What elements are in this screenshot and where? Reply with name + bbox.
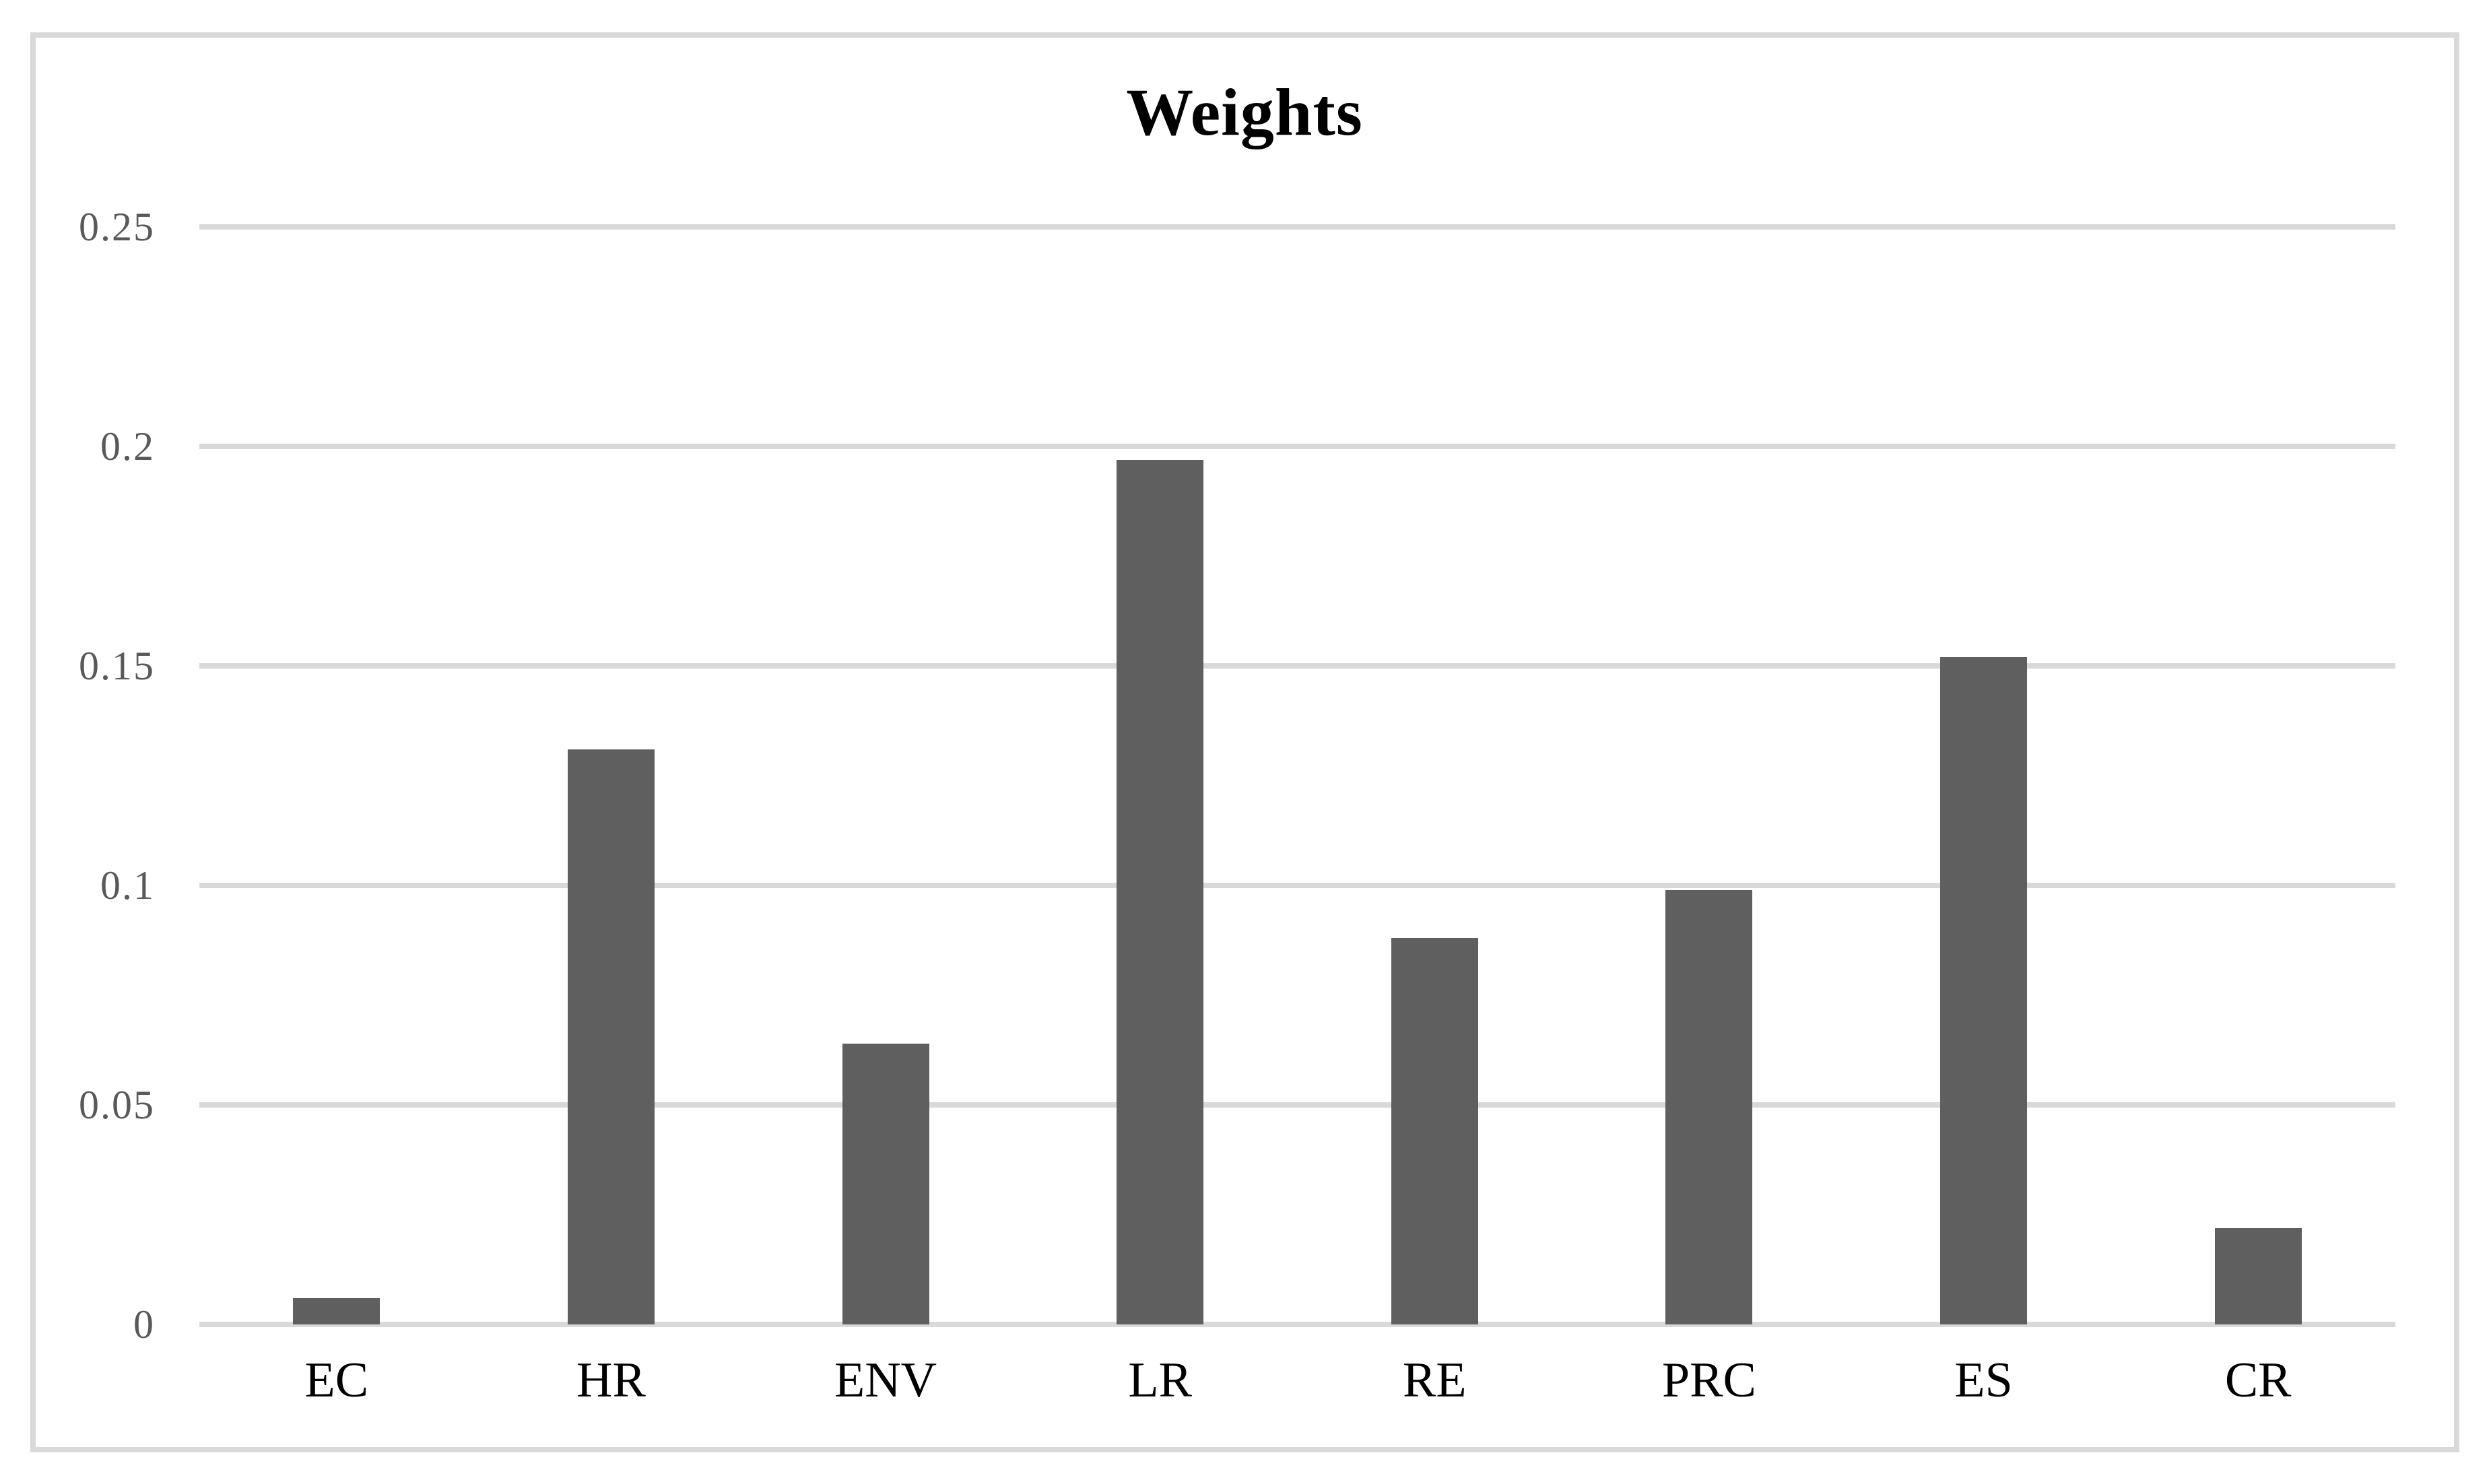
bar-lr — [1117, 459, 1204, 1324]
bar-ec — [293, 1297, 380, 1324]
gridline — [199, 663, 2395, 669]
y-axis-tick-label: 0.05 — [79, 1083, 155, 1127]
bar-prc — [1665, 889, 1753, 1324]
y-axis-tick-label: 0 — [133, 1302, 155, 1347]
x-axis-category-label: CR — [2224, 1353, 2292, 1408]
bar-es — [1940, 656, 2028, 1324]
y-axis-tick-label: 0.1 — [100, 863, 155, 908]
x-axis-category-label: PRC — [1662, 1353, 1756, 1408]
bar-cr — [2214, 1227, 2302, 1324]
y-axis-tick-label: 0.15 — [79, 644, 155, 688]
bar-hr — [567, 749, 655, 1324]
gridline — [199, 444, 2395, 449]
gridline — [199, 224, 2395, 230]
x-axis-category-label: ES — [1954, 1353, 2013, 1408]
chart-frame — [30, 32, 2459, 1452]
x-axis-category-label: RE — [1403, 1353, 1467, 1408]
x-axis-category-label: ENV — [834, 1353, 937, 1408]
bar-env — [842, 1043, 929, 1324]
x-axis-category-label: LR — [1128, 1353, 1192, 1408]
y-axis-tick-label: 0.25 — [79, 205, 155, 249]
x-axis-category-label: HR — [576, 1353, 646, 1408]
gridline — [199, 883, 2395, 888]
plot-area — [199, 224, 2395, 1327]
bar-re — [1391, 938, 1478, 1324]
gridline — [199, 1322, 2395, 1327]
gridline — [199, 1102, 2395, 1108]
chart-title: Weights — [1126, 75, 1363, 149]
y-axis-tick-label: 0.2 — [100, 424, 155, 469]
x-axis-category-label: EC — [304, 1353, 369, 1408]
